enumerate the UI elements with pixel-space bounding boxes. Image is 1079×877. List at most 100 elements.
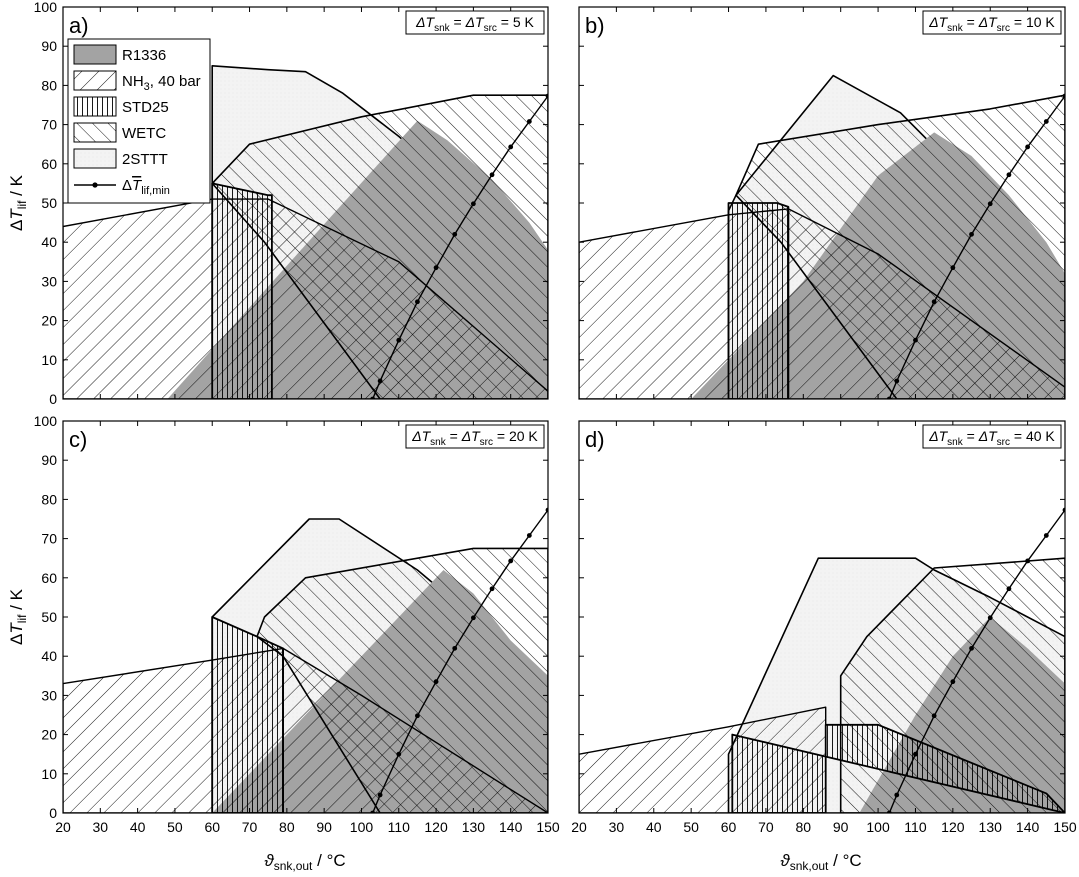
y-label-unit: / K [7, 588, 26, 614]
y-label-unit: / K [7, 174, 26, 200]
x-tick-label: 90 [316, 819, 332, 835]
min-line-point [1025, 144, 1031, 150]
min-line-point [1006, 172, 1012, 178]
condition-rhs-sub: src [484, 23, 497, 34]
condition-rhs-sub: src [480, 437, 493, 448]
x-label-sub: snk,out [790, 859, 829, 873]
x-tick-label: 60 [721, 819, 737, 835]
x-tick-label: 130 [979, 819, 1003, 835]
min-line-point [508, 558, 514, 564]
condition-box [922, 424, 1062, 449]
plot-area [63, 507, 548, 813]
min-line-point [987, 201, 993, 207]
x-tick-label: 80 [279, 819, 295, 835]
condition-value: = 10 K [1010, 14, 1055, 30]
min-line-point [396, 751, 402, 757]
legend-swatch-dot [92, 182, 98, 188]
y-tick-label: 50 [41, 609, 57, 625]
y-tick-label: 60 [41, 156, 57, 172]
panel-label: c) [69, 427, 87, 452]
y-tick-label: 90 [41, 38, 57, 54]
legend-item-wetc: WETC [73, 122, 166, 143]
condition-lhs: ΔT [411, 428, 431, 444]
legend-label-sub: lif,min [141, 185, 170, 197]
plot-area [63, 65, 548, 399]
min-line-point [433, 679, 439, 685]
legend-swatch [73, 122, 117, 143]
min-line-point [969, 645, 974, 651]
x-tick-label: 110 [388, 819, 411, 835]
legend-label: ΔTlif,min [122, 177, 170, 197]
condition-text: ΔTsnk = ΔTsrc = 5 K [415, 14, 534, 34]
min-line-point [396, 337, 402, 343]
legend-label-sub: 3 [144, 81, 150, 93]
min-line-point [433, 265, 439, 271]
x-tick-label: 150 [536, 819, 560, 835]
legend-item-nh3: NH3, 40 bar [73, 70, 201, 93]
x-tick-label: 140 [499, 819, 523, 835]
condition-lhs: ΔT [415, 14, 435, 30]
condition-lhs: ΔT [928, 14, 948, 30]
x-tick-label: 100 [350, 819, 374, 835]
region-std25 [211, 182, 273, 399]
min-line-point [470, 201, 476, 207]
y-tick-label: 70 [41, 117, 57, 133]
x-tick-label: 120 [424, 819, 448, 835]
legend-item-min: ΔTlif,min [74, 177, 170, 197]
y-tick-label: 50 [41, 195, 57, 211]
x-tick-label: 90 [833, 819, 849, 835]
y-axis-label: ΔTlif / K [7, 588, 29, 645]
condition-rhs: ΔT [465, 14, 485, 30]
min-line-point [415, 713, 420, 719]
min-line-point [489, 172, 495, 178]
x-tick-label: 120 [941, 819, 965, 835]
condition-text: ΔTsnk = ΔTsrc = 20 K [411, 428, 538, 448]
y-tick-label: 20 [41, 313, 57, 329]
x-label-unit: / °C [312, 851, 345, 870]
y-label-T: T [7, 208, 26, 220]
legend-item-r1336: R1336 [73, 44, 166, 65]
legend-label: WETC [122, 125, 166, 142]
condition-value: = 20 K [493, 428, 538, 444]
y-label-delta: Δ [7, 220, 26, 231]
legend-item-2sttt: 2STTT [73, 148, 168, 169]
condition-rhs: ΔT [978, 428, 998, 444]
min-line-point [526, 533, 532, 538]
y-tick-label: 80 [41, 77, 57, 93]
condition-text: ΔTsnk = ΔTsrc = 40 K [928, 428, 1055, 448]
y-axis-label: ΔTlif / K [7, 174, 29, 231]
x-tick-label: 80 [796, 819, 812, 835]
plot-area [579, 74, 1065, 399]
min-line-point [931, 713, 937, 719]
x-tick-label: 30 [609, 819, 625, 835]
y-tick-label: 40 [41, 648, 57, 664]
legend-label: NH3, 40 bar [122, 73, 201, 93]
x-tick-label: 100 [866, 819, 890, 835]
condition-box [405, 424, 545, 449]
condition-lhs-sub: snk [430, 437, 447, 448]
legend-label-main: NH [122, 73, 144, 90]
x-tick-label: 40 [646, 819, 662, 835]
legend-label-rest: , 40 bar [150, 73, 201, 90]
x-axis-label: ϑsnk,out / °C [264, 851, 345, 873]
condition-lhs-sub: snk [947, 23, 964, 34]
y-tick-label: 90 [41, 452, 57, 468]
y-tick-label: 100 [34, 0, 58, 15]
min-line-point [470, 615, 476, 621]
panel-label: b) [585, 13, 605, 38]
plot-area [579, 507, 1065, 813]
min-line-point [377, 792, 383, 798]
y-tick-label: 0 [49, 391, 57, 407]
condition-value: = 5 K [497, 14, 535, 30]
condition-text: ΔTsnk = ΔTsrc = 10 K [928, 14, 1055, 34]
condition-eq: = [963, 428, 979, 444]
min-line-point [950, 265, 956, 271]
min-line-point [894, 792, 900, 798]
condition-lhs-sub: snk [434, 23, 451, 34]
x-tick-label: 50 [167, 819, 183, 835]
legend-swatch [73, 44, 117, 65]
min-line-point [950, 679, 956, 685]
min-line-point [1025, 558, 1031, 564]
legend-swatch [73, 96, 117, 117]
